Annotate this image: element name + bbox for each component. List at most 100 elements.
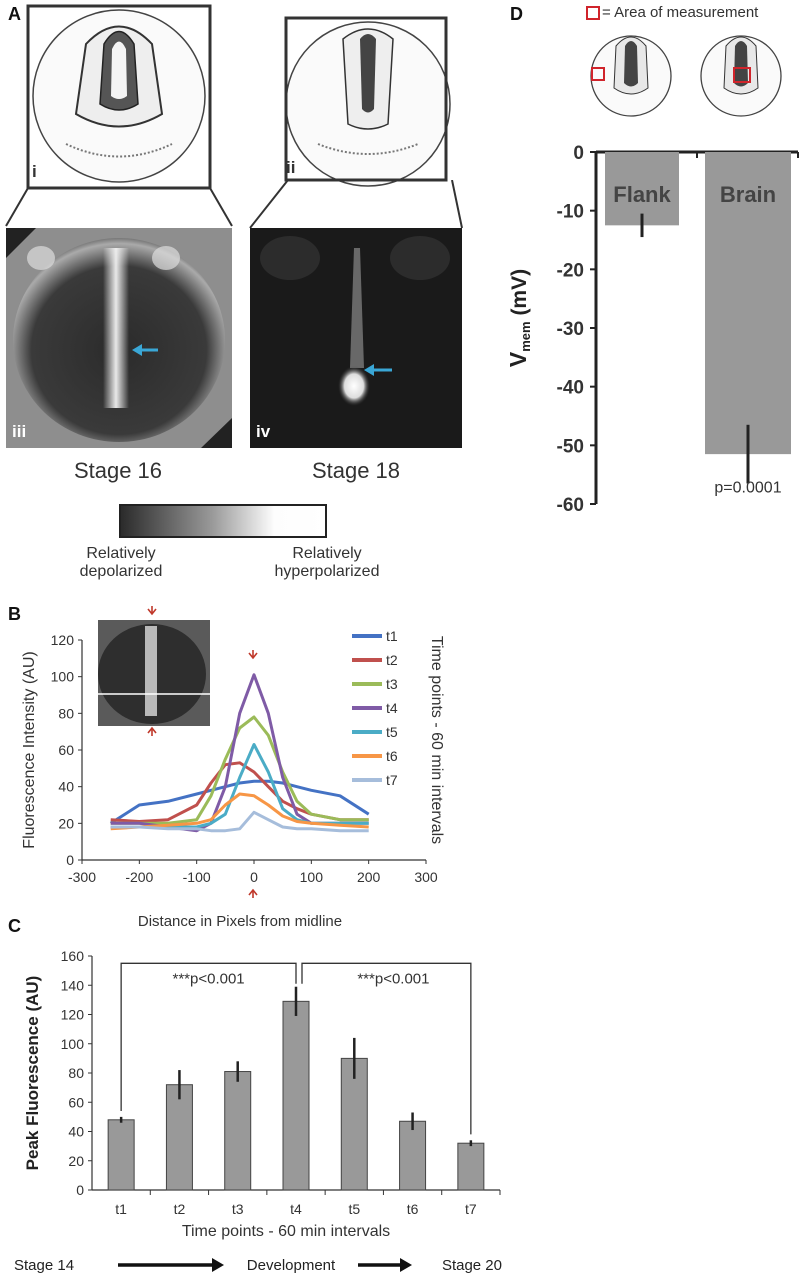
x-tick-label: 300 xyxy=(414,869,438,885)
series-line-t3 xyxy=(110,715,369,825)
embryo-drawing-stage-18 xyxy=(284,16,451,187)
y-tick-label: 100 xyxy=(61,1036,85,1052)
panel-d-letter: D xyxy=(510,4,523,24)
y-tick-label: 20 xyxy=(68,1153,84,1169)
x-tick-label-t4: t4 xyxy=(290,1201,302,1217)
y-tick-label: -20 xyxy=(557,260,584,281)
y-tick-label: 60 xyxy=(68,1094,84,1110)
y-tick-label: 120 xyxy=(51,632,75,648)
zoom-lines-right xyxy=(249,180,463,229)
y-tick-label: -10 xyxy=(557,202,584,223)
stage-label-16: Stage 16 xyxy=(73,458,163,483)
significance-label-left: ***p<0.001 xyxy=(172,970,244,987)
panel-b-letter: B xyxy=(8,604,21,624)
red-arrow-icon xyxy=(147,726,157,736)
bar-t7 xyxy=(457,1142,485,1191)
zoom-lines-left xyxy=(5,188,233,227)
inset-midline xyxy=(145,626,157,716)
y-tick-label: 20 xyxy=(58,815,74,831)
legend-label-t2: t2 xyxy=(386,652,398,668)
legend-label-t5: t5 xyxy=(386,724,398,740)
red-arrow-icon xyxy=(248,650,258,660)
y-tick-label: 80 xyxy=(58,705,74,721)
measurement-square-icon xyxy=(586,6,600,20)
x-tick-label: -200 xyxy=(125,869,153,885)
y-tick-label: 60 xyxy=(58,742,74,758)
panel-a-letter: A xyxy=(8,4,21,24)
polarization-scale-bar xyxy=(119,504,327,538)
y-tick-label: -40 xyxy=(557,378,584,399)
significance-label-right: ***p<0.001 xyxy=(357,970,429,987)
legend-label-t4: t4 xyxy=(386,700,398,716)
significance-bracket-left xyxy=(120,962,297,1112)
x-tick-label: -300 xyxy=(68,869,96,885)
series-line-t5 xyxy=(110,743,369,829)
red-arrow-icon xyxy=(248,888,258,898)
bar-t1 xyxy=(107,1119,135,1191)
legend-title: Time points - 60 min intervals xyxy=(428,636,445,844)
inset-fluorescence-image xyxy=(98,620,210,726)
y-tick-label: 160 xyxy=(61,948,85,964)
panel-c-letter: C xyxy=(8,916,21,936)
bar-t3 xyxy=(224,1071,252,1191)
scale-label-hyperpolarized: Relatively hyperpolarized xyxy=(274,545,380,580)
x-tick-label: 200 xyxy=(357,869,381,885)
embryo-drawing-brain xyxy=(700,35,782,117)
bar-t6 xyxy=(399,1120,427,1191)
x-tick-label: 100 xyxy=(300,869,324,885)
stage-20-label: Stage 20 xyxy=(442,1257,502,1274)
series-line-t1 xyxy=(109,779,370,825)
scale-label-depolarized: Relatively depolarized xyxy=(79,545,163,580)
series-line-t6 xyxy=(110,792,369,831)
roman-iv: iv xyxy=(256,422,271,441)
bar-t2 xyxy=(165,1084,193,1191)
y-tick-label: -60 xyxy=(557,495,584,516)
development-label: Development xyxy=(247,1257,336,1274)
y-tick-label: 0 xyxy=(66,852,74,868)
roman-i: i xyxy=(32,162,37,181)
stage-label-18: Stage 18 xyxy=(311,458,401,483)
roman-iii: iii xyxy=(12,422,27,441)
series-line-t7 xyxy=(110,810,369,833)
bar-label-Brain: Brain xyxy=(720,182,776,207)
line-chart-b: 0 20 40 60 80 100 120 -300 -200 -100 0 100 200 300 Flu… xyxy=(21,606,445,930)
x-tick-label-t7: t7 xyxy=(465,1201,477,1217)
y-tick-label: 100 xyxy=(51,669,75,685)
legend-label-t6: t6 xyxy=(386,748,398,764)
x-tick-label-t2: t2 xyxy=(174,1201,186,1217)
legend-label-t7: t7 xyxy=(386,772,398,788)
development-arrowhead-icon xyxy=(400,1258,412,1272)
embryo-drawing-stage-16 xyxy=(26,4,212,190)
series-line-t2 xyxy=(110,761,369,823)
x-axis-label: Distance in Pixels from midline xyxy=(138,913,342,930)
x-tick-label-t5: t5 xyxy=(348,1201,360,1217)
y-tick-label: 80 xyxy=(68,1065,84,1081)
bar-Flank xyxy=(605,152,679,226)
y-tick-label: 120 xyxy=(61,1007,85,1023)
y-axis-label: Peak Fluorescence (AU) xyxy=(23,976,42,1171)
y-tick-label: 40 xyxy=(58,779,74,795)
y-axis-label: Vmem (mV) xyxy=(505,269,533,367)
x-axis-label: Time points - 60 min intervals xyxy=(182,1223,390,1240)
fluorescence-image-stage-16 xyxy=(6,228,232,448)
y-tick-label: 140 xyxy=(61,977,85,993)
y-tick-label: 0 xyxy=(573,143,584,164)
bar-chart-d: 0 -10 -20 -30 -40 -50 -60 Vmem (mV) Flank Brain p=… xyxy=(505,143,799,516)
y-tick-label: -50 xyxy=(557,436,584,457)
p-value-label: p=0.0001 xyxy=(714,479,781,496)
x-tick-label-t6: t6 xyxy=(407,1201,419,1217)
bar-Brain xyxy=(705,152,791,455)
red-arrow-icon xyxy=(147,606,157,616)
development-arrowhead-icon xyxy=(212,1258,224,1272)
y-tick-label: 40 xyxy=(68,1124,84,1140)
y-tick-label: -30 xyxy=(557,319,584,340)
x-tick-label-t3: t3 xyxy=(232,1201,244,1217)
bar-t5 xyxy=(340,1057,368,1191)
x-tick-label: 0 xyxy=(250,869,258,885)
measurement-legend-label: = Area of measurement xyxy=(602,4,759,21)
y-tick-label: 0 xyxy=(76,1182,84,1198)
legend-label-t1: t1 xyxy=(386,628,398,644)
bar-label-Flank: Flank xyxy=(613,182,671,207)
x-tick-label-t1: t1 xyxy=(115,1201,127,1217)
stage-14-label: Stage 14 xyxy=(14,1257,74,1274)
